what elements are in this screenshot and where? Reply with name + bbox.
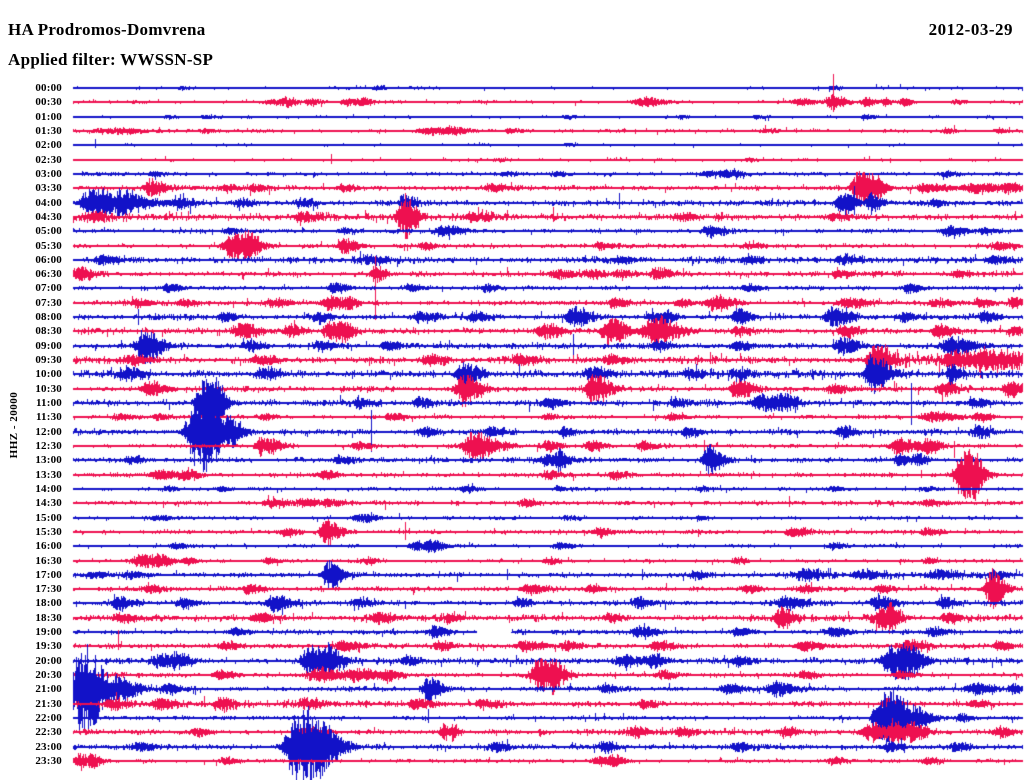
seismogram-canvas: [0, 0, 1024, 780]
helicorder-page: HA Prodromos-Domvrena Applied filter: WW…: [0, 0, 1024, 780]
